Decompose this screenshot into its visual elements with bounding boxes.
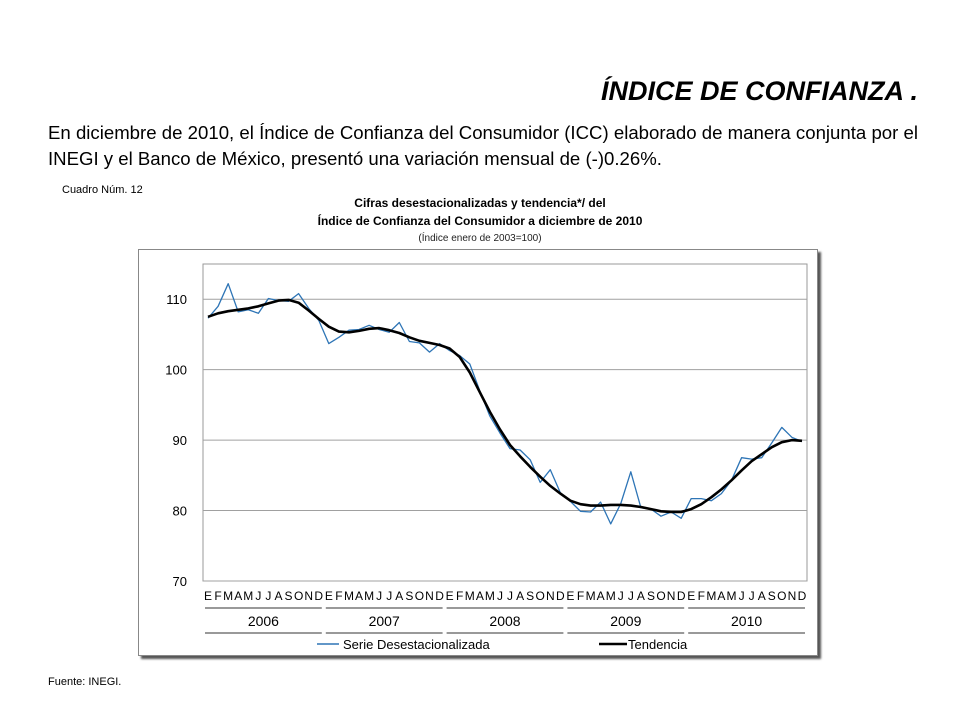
month-tick-label: S [526,589,534,603]
month-tick-label: J [376,589,382,603]
month-tick-label: F [456,589,463,603]
month-tick-label: F [335,589,342,603]
series-line-desestacionalizada [207,283,803,525]
month-tick-label: E [566,589,574,603]
month-tick-label: N [425,589,434,603]
month-tick-label: A [717,589,725,603]
month-tick-label: D [798,589,807,603]
month-tick-label: E [446,589,454,603]
month-tick-label: J [739,589,745,603]
month-tick-label: O [656,589,665,603]
y-tick-label-110: 110 [166,292,187,307]
month-tick-label: A [637,589,645,603]
year-label-2010: 2010 [731,613,762,629]
month-tick-label: S [285,589,293,603]
series-line-tendencia [207,298,803,514]
month-tick-label: A [395,589,403,603]
page-title: ÍNDICE DE CONFIANZA . [601,76,918,106]
month-tick-label: A [476,589,484,603]
month-tick-label: J [749,589,755,603]
month-tick-label: O [415,589,424,603]
month-tick-label: M [586,589,596,603]
month-tick-label: S [647,589,655,603]
y-tick-label-70: 70 [173,574,187,589]
month-tick-label: O [777,589,786,603]
month-tick-label: J [497,589,503,603]
lead-paragraph: En diciembre de 2010, el Índice de Confi… [48,122,918,169]
month-tick-label: E [687,589,695,603]
month-tick-label: A [758,589,766,603]
month-tick-label: N [788,589,797,603]
month-tick-label: A [234,589,242,603]
month-tick-label: J [386,589,392,603]
month-tick-label: M [364,589,374,603]
month-tick-label: M [223,589,233,603]
month-tick-label: M [485,589,495,603]
year-label-2007: 2007 [369,613,400,629]
month-tick-label: M [606,589,616,603]
month-tick-label: A [355,589,363,603]
y-tick-label-80: 80 [173,504,187,519]
month-tick-label: F [698,589,705,603]
month-tick-label: D [677,589,686,603]
month-tick-label: E [204,589,212,603]
month-tick-label: J [265,589,271,603]
month-tick-label: A [274,589,282,603]
month-tick-label: E [325,589,333,603]
month-tick-label: D [435,589,444,603]
month-tick-label: N [304,589,313,603]
y-tick-label-100: 100 [165,363,187,378]
month-tick-label: A [516,589,524,603]
year-label-2008: 2008 [489,613,520,629]
month-tick-label: O [536,589,545,603]
month-tick-label: M [706,589,716,603]
month-tick-label: A [597,589,605,603]
month-tick-label: F [214,589,221,603]
source-note: Fuente: INEGI. [48,676,122,688]
month-tick-label: M [465,589,475,603]
chart-frame: 70 80 90 100 110 E F M A M J J A S O N D E F M A M J J A S O N D E F M A… [138,249,818,656]
y-tick-label-90: 90 [173,433,187,448]
chart-title-line2: Índice de Confianza del Consumidor a dic… [317,214,643,228]
month-tick-label: N [667,589,676,603]
year-label-2009: 2009 [610,613,641,629]
month-tick-label: O [294,589,303,603]
legend-label-desestacionalizada: Serie Desestacionalizada [343,637,490,652]
month-tick-label: J [628,589,634,603]
month-tick-label: J [255,589,261,603]
month-tick-label: M [243,589,253,603]
month-tick-label: M [344,589,354,603]
month-tick-label: S [405,589,413,603]
month-tick-label: D [314,589,323,603]
legend-label-tendencia: Tendencia [628,637,688,652]
chart-subtitle: (Índice enero de 2003=100) [418,233,542,244]
month-tick-label: M [727,589,737,603]
year-label-2006: 2006 [248,613,279,629]
month-tick-label: N [546,589,555,603]
month-tick-label: D [556,589,565,603]
month-tick-label: S [768,589,776,603]
chart-title-line1: Cifras desestacionalizadas y tendencia*/… [354,196,606,210]
month-tick-label: J [618,589,624,603]
month-tick-label: J [507,589,513,603]
table-number: Cuadro Núm. 12 [62,184,143,196]
month-tick-label: F [577,589,584,603]
plot-area [202,263,808,582]
